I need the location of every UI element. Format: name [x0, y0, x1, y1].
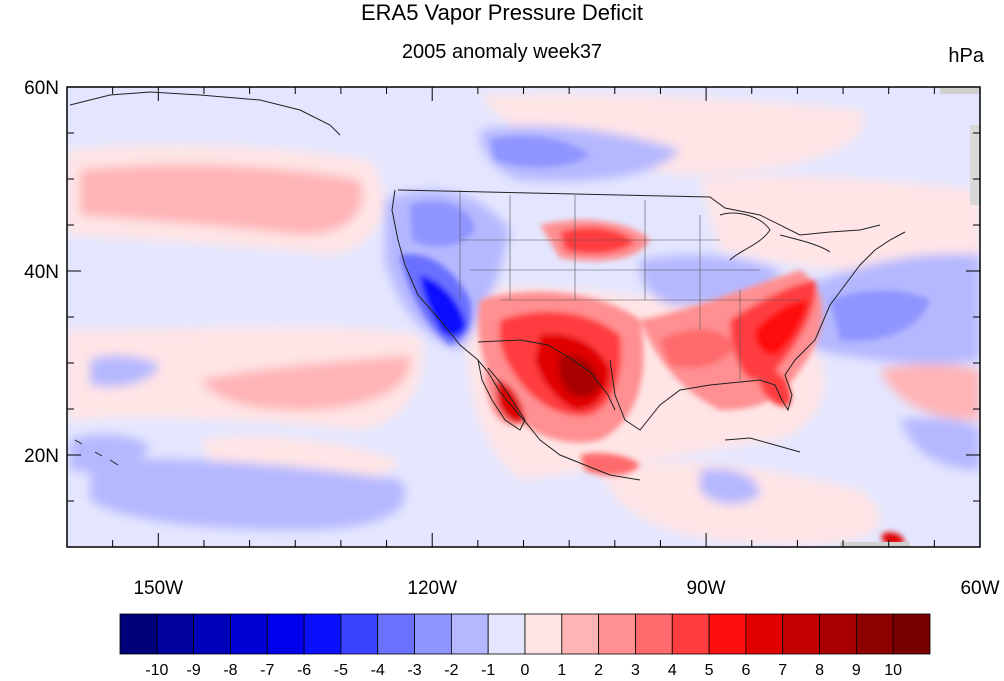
- red-mid-plains: [560, 227, 635, 254]
- colorbar-label: -4: [371, 662, 385, 679]
- colorbar-swatch: [671, 613, 710, 655]
- baja-peninsula: [477, 359, 526, 431]
- colorbar-label: -10: [145, 662, 168, 679]
- map-outlines: [69, 91, 906, 481]
- y-tick-label: 20N: [24, 446, 59, 467]
- hawaii: [74, 439, 119, 466]
- blue-area-east-atlantic: [900, 418, 980, 470]
- missing-data-bottom: [840, 542, 910, 547]
- colorbar-swatch: [892, 613, 931, 655]
- west-coastline: [391, 189, 641, 481]
- colorbar-label: 10: [884, 662, 902, 679]
- colorbar-swatch: [377, 613, 415, 655]
- colorbar-swatch: [708, 613, 747, 655]
- x-tick-label: 90W: [687, 578, 726, 599]
- pink-area-east: [700, 175, 980, 271]
- colorbar-label: 9: [852, 662, 861, 679]
- red-mid-gulf: [660, 329, 735, 368]
- colorbar-swatch: [193, 613, 231, 655]
- colorbar-swatch: [340, 613, 379, 655]
- y-tick-label: 60N: [24, 78, 59, 99]
- colorbar-label: 1: [557, 662, 566, 679]
- colorbar-label: 8: [815, 662, 824, 679]
- colorbar-swatch: [598, 613, 636, 655]
- colorbar-swatch: [782, 613, 820, 655]
- colorbar-swatch: [524, 613, 563, 655]
- colorbar-label: -8: [223, 662, 237, 679]
- mexico-us-border: [477, 339, 616, 411]
- blue-area-east-pacific: [90, 458, 406, 530]
- cuba: [724, 437, 801, 453]
- pink2-area-north-pacific: [80, 164, 363, 235]
- gulf-coastline: [609, 231, 906, 431]
- missing-data-right: [970, 125, 980, 205]
- anomaly-field: [67, 87, 980, 547]
- x-tick-label: 60W: [960, 578, 999, 599]
- blue-core-california: [420, 275, 466, 337]
- x-tick-label: 120W: [407, 578, 457, 599]
- colorbar-label: -7: [260, 662, 274, 679]
- colorbar-swatch: [819, 613, 857, 655]
- blue-strong-nw: [410, 201, 475, 247]
- colorbar-swatch: [745, 613, 784, 655]
- missing-data-top: [940, 88, 980, 94]
- red-area-mexico-south: [580, 453, 640, 476]
- blue-area-north-pacific-small: [90, 355, 160, 387]
- chart-subtitle: 2005 anomaly week37: [401, 41, 603, 63]
- blue-strong-atlantic: [830, 290, 930, 341]
- colorbar-label: 5: [705, 662, 714, 679]
- colorbar-label: 4: [668, 662, 677, 679]
- pink2-area-atlantic: [880, 364, 980, 420]
- colorbar-swatch: [635, 613, 673, 655]
- colorbar-label: -2: [444, 662, 458, 679]
- colorbar-swatch: [855, 613, 894, 655]
- colorbar-label: 3: [631, 662, 640, 679]
- blue-area-caribbean: [700, 468, 760, 505]
- state-borders: [459, 190, 800, 380]
- colorbar-label: -1: [481, 662, 495, 679]
- colorbar-swatch: [230, 613, 268, 655]
- colorbar-label: -9: [187, 662, 201, 679]
- colorbar-swatch: [487, 613, 526, 655]
- blue-strong-canada: [490, 135, 590, 167]
- colorbar-label: 2: [594, 662, 603, 679]
- colorbar-swatch: [266, 613, 305, 655]
- colorbar-label: -6: [297, 662, 311, 679]
- colorbar-swatch: [303, 613, 342, 655]
- colorbar-swatch: [561, 613, 600, 655]
- blue-area-hawaii: [70, 434, 150, 472]
- canada-us-border: [397, 189, 881, 236]
- colorbar-label: -5: [334, 662, 348, 679]
- colorbar: -10 -9 -8 -7 -6 -5 -4 -3 -2 -1 0 1 2 3 4 5 6 7 8 9 10: [119, 613, 931, 679]
- red-mid-florida: [760, 369, 791, 407]
- colorbar-swatch: [450, 613, 489, 655]
- colorbar-swatch: [119, 613, 158, 655]
- alaska-coast: [69, 91, 341, 136]
- y-tick-label: 40N: [24, 262, 59, 283]
- x-tick-label: 150W: [133, 578, 183, 599]
- red-strong-southeast: [755, 300, 808, 355]
- pink2-area-subtropical: [200, 355, 411, 411]
- colorbar-label: -3: [407, 662, 421, 679]
- red-core-southwest: [558, 354, 600, 397]
- colorbar-swatch: [156, 613, 195, 655]
- axes: 150W 120W 90W 60W 20N 40N 60N: [24, 78, 999, 599]
- units-label: hPa: [948, 45, 984, 67]
- colorbar-label: 6: [741, 662, 750, 679]
- colorbar-label: 0: [521, 662, 530, 679]
- colorbar-swatch: [414, 613, 452, 655]
- chart-title: ERA5 Vapor Pressure Deficit: [360, 0, 644, 25]
- great-lakes: [719, 212, 831, 261]
- colorbar-label: 7: [778, 662, 787, 679]
